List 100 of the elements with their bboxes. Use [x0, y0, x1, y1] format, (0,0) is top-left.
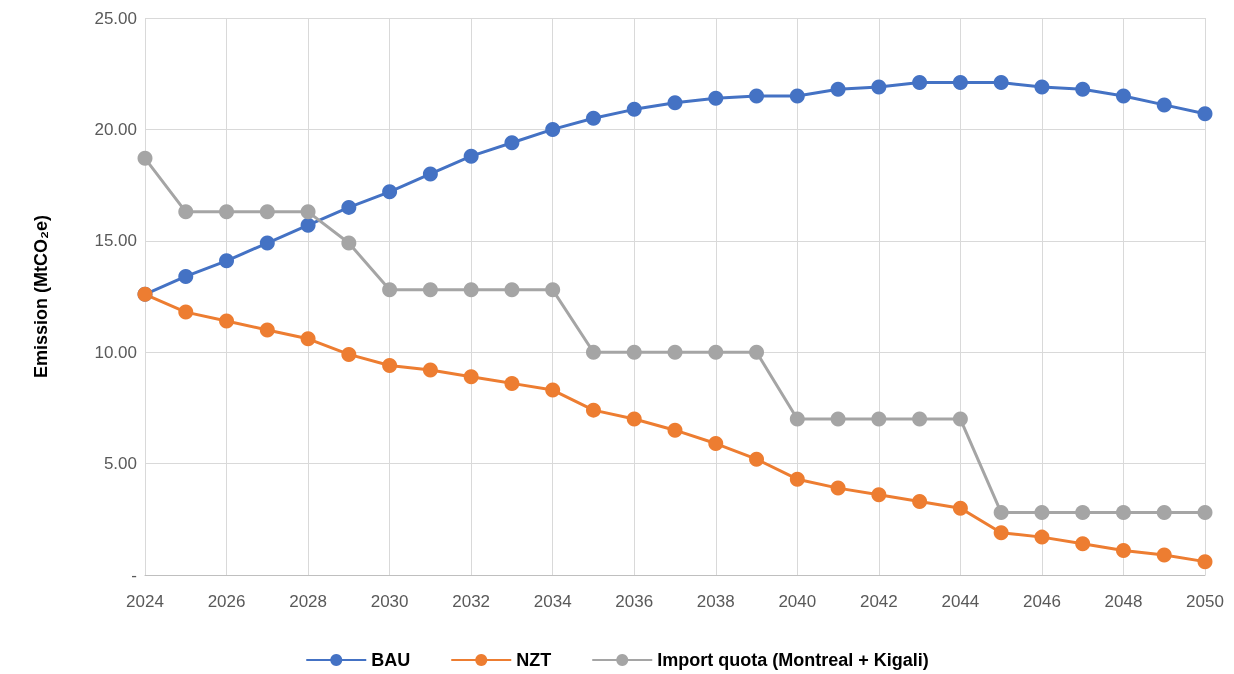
point — [1156, 505, 1172, 521]
point — [993, 505, 1009, 521]
point — [993, 525, 1009, 541]
point — [259, 322, 275, 338]
y-tick-label: 20.00 — [94, 119, 137, 139]
point — [667, 422, 683, 438]
point — [545, 282, 561, 298]
point — [545, 382, 561, 398]
point — [1156, 97, 1172, 113]
point — [1156, 547, 1172, 563]
point — [178, 268, 194, 284]
point — [422, 362, 438, 378]
point — [952, 500, 968, 516]
point — [1197, 505, 1213, 521]
x-tick-label: 2038 — [696, 592, 735, 611]
point — [749, 344, 765, 360]
point — [708, 90, 724, 106]
point — [749, 88, 765, 104]
legend-label: BAU — [371, 650, 411, 670]
x-tick-label: 2046 — [1023, 592, 1061, 611]
x-tick-label: 2048 — [1104, 592, 1143, 611]
point — [667, 95, 683, 111]
point — [259, 204, 275, 220]
point — [137, 150, 153, 166]
point — [504, 135, 520, 151]
x-tick-label: 2050 — [1186, 592, 1224, 611]
point — [1115, 505, 1131, 521]
point — [341, 199, 357, 215]
x-tick-label: 2040 — [778, 592, 817, 611]
point — [708, 344, 724, 360]
point — [300, 217, 316, 233]
y-tick-label: - — [131, 565, 137, 585]
point — [422, 282, 438, 298]
point — [382, 358, 398, 374]
point — [585, 402, 601, 418]
point — [463, 282, 479, 298]
point — [300, 331, 316, 347]
x-tick-label: 2028 — [289, 592, 327, 611]
y-tick-label: 10.00 — [94, 342, 137, 362]
y-tick-label: 5.00 — [103, 454, 137, 474]
point — [626, 344, 642, 360]
point — [341, 346, 357, 362]
point — [830, 411, 846, 427]
point — [219, 204, 235, 220]
point — [504, 375, 520, 391]
x-tick-label: 2030 — [370, 592, 409, 611]
point — [830, 480, 846, 496]
point — [1197, 106, 1213, 122]
point — [1115, 543, 1131, 558]
point — [912, 411, 928, 427]
point — [789, 411, 805, 427]
point — [300, 204, 316, 220]
point — [1197, 554, 1213, 570]
point — [178, 304, 194, 320]
y-tick-label: 15.00 — [94, 231, 137, 251]
point — [219, 253, 235, 269]
y-tick-label: 25.00 — [94, 8, 137, 28]
point — [1115, 88, 1131, 104]
point — [585, 110, 601, 126]
y-axis-title: Emission (MtCO₂e) — [31, 214, 51, 379]
legend-label: Import quota (Montreal + Kigali) — [657, 650, 929, 670]
point — [626, 101, 642, 117]
point — [1075, 536, 1091, 552]
point — [912, 75, 928, 91]
x-tick-label: 2024 — [126, 592, 164, 611]
point — [585, 344, 601, 360]
point — [830, 81, 846, 97]
x-tick-label: 2036 — [615, 592, 654, 611]
point — [341, 235, 357, 251]
point — [422, 166, 438, 182]
point — [1034, 529, 1050, 545]
point — [1075, 505, 1091, 521]
point — [219, 313, 235, 329]
point — [749, 451, 765, 467]
point — [178, 204, 194, 220]
point — [993, 75, 1009, 91]
point — [259, 235, 275, 251]
point — [626, 411, 642, 427]
point — [871, 79, 887, 95]
x-tick-label: 2034 — [533, 592, 572, 611]
point — [1034, 79, 1050, 95]
x-tick-label: 2042 — [859, 592, 898, 611]
x-tick-label: 2032 — [452, 592, 491, 611]
point — [952, 411, 968, 427]
point — [912, 493, 928, 509]
point — [1075, 81, 1091, 97]
point — [789, 88, 805, 104]
legend-label: NZT — [516, 650, 552, 670]
point — [667, 344, 683, 360]
point — [545, 121, 561, 137]
point — [789, 471, 805, 487]
point — [382, 184, 398, 200]
point — [463, 369, 479, 385]
x-tick-label: 2044 — [941, 592, 980, 611]
point — [871, 487, 887, 503]
x-tick-label: 2026 — [207, 592, 246, 611]
point — [463, 148, 479, 164]
point — [871, 411, 887, 427]
point — [708, 436, 724, 452]
point — [504, 282, 520, 298]
